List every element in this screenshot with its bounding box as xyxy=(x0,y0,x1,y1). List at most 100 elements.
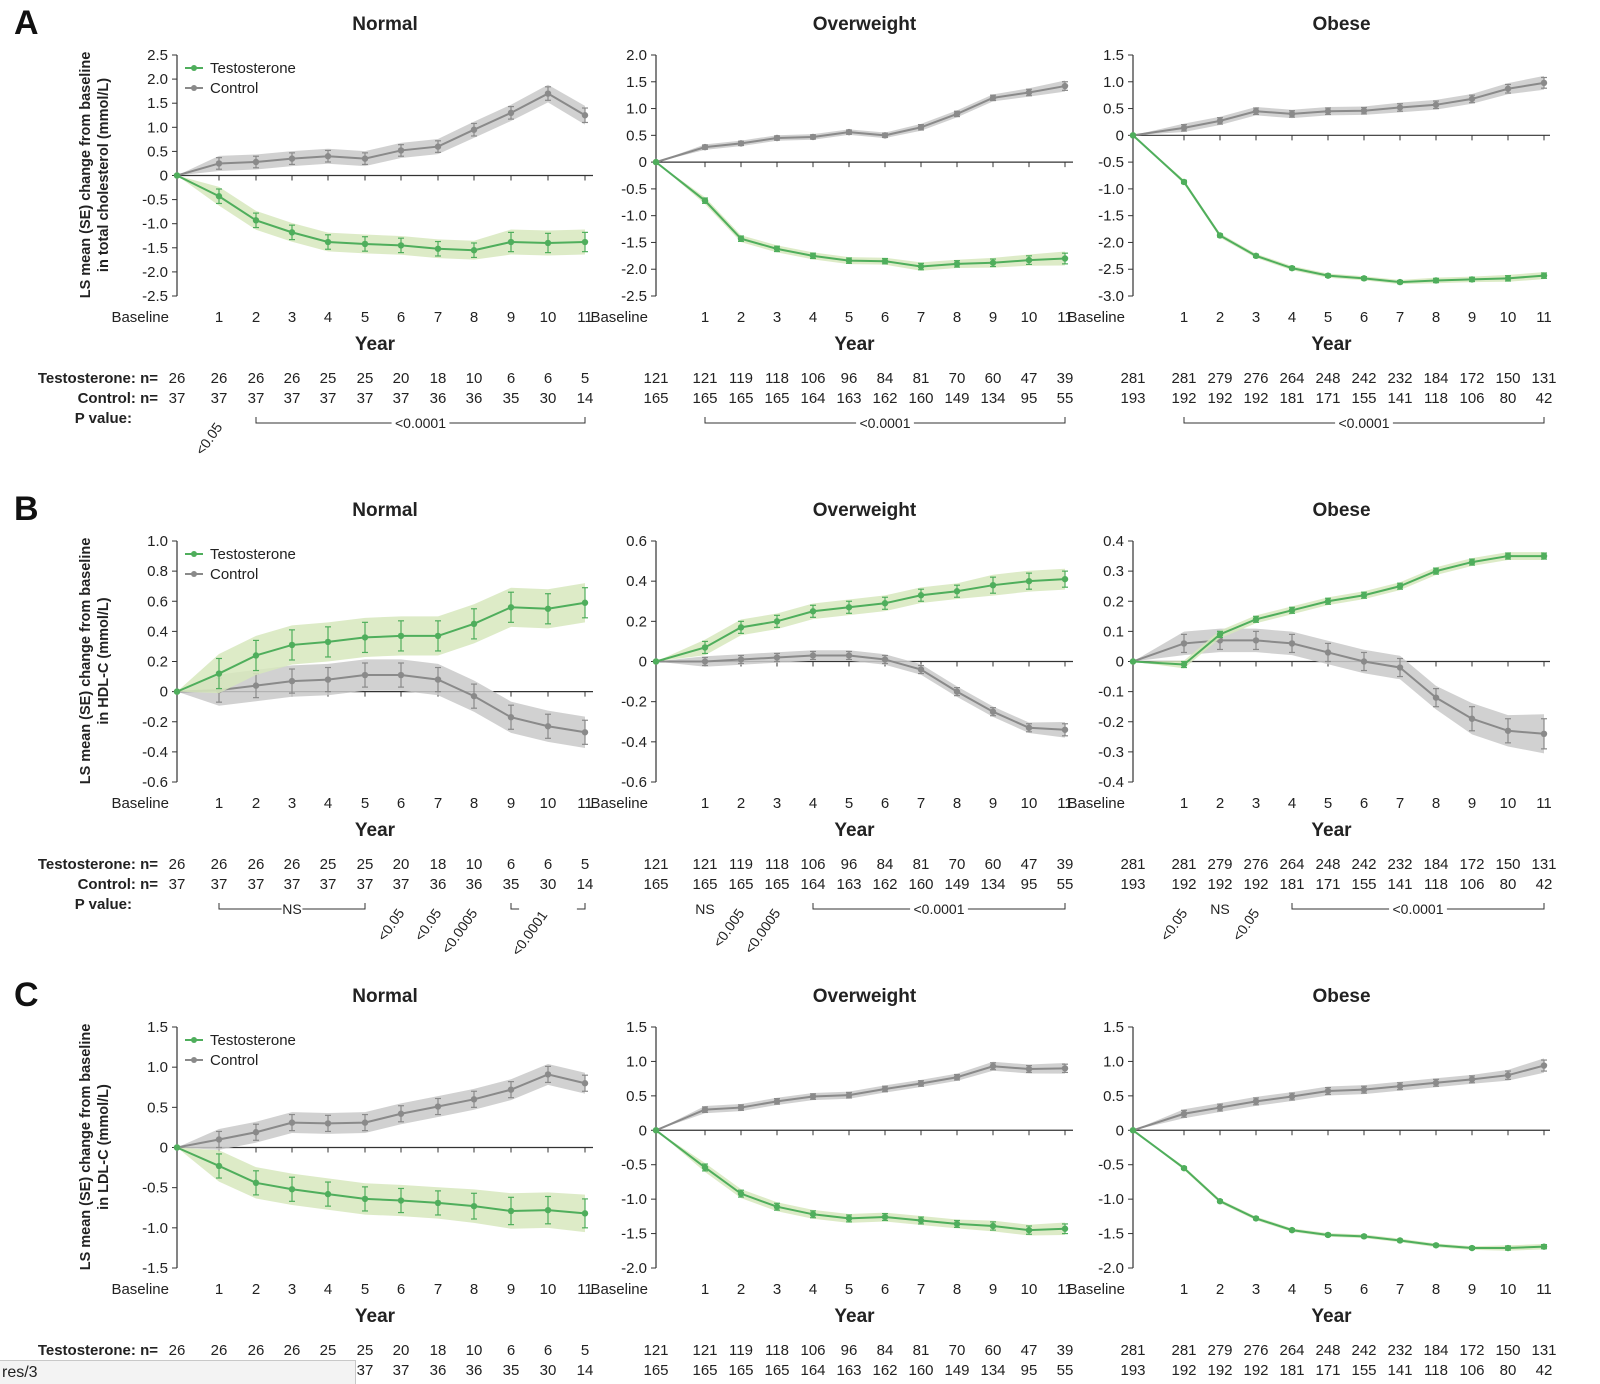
se-band xyxy=(1133,135,1544,285)
x-tick-label: 5 xyxy=(1324,1281,1332,1298)
count-control: 55 xyxy=(1057,390,1074,407)
y-tick-label: -1.0 xyxy=(142,216,168,233)
count-control: 155 xyxy=(1351,390,1376,407)
panel-title: Normal xyxy=(352,500,417,521)
data-point xyxy=(881,1213,889,1221)
count-testosterone: 39 xyxy=(1057,856,1074,873)
y-tick-label: -3.0 xyxy=(1098,288,1124,305)
y-tick-label: 2.0 xyxy=(147,71,168,88)
count-testosterone: 131 xyxy=(1531,856,1556,873)
se-band xyxy=(656,568,1065,662)
data-point xyxy=(1504,727,1512,734)
count-control: 55 xyxy=(1057,876,1074,893)
se-band xyxy=(656,162,1065,271)
data-point xyxy=(1432,277,1440,284)
x-tick-label: 5 xyxy=(845,1281,853,1298)
count-testosterone: 279 xyxy=(1207,856,1232,873)
y-tick-label: 0 xyxy=(1116,654,1124,671)
p-value: <0.0001 xyxy=(395,415,446,431)
y-tick-label: -1.5 xyxy=(1098,1226,1124,1243)
p-value: <0.05 xyxy=(1157,905,1191,943)
panel-title: Obese xyxy=(1312,986,1370,1007)
count-control: 192 xyxy=(1243,876,1268,893)
panel-title: Overweight xyxy=(813,986,917,1007)
x-tick-label: 7 xyxy=(434,1281,442,1298)
p-value: <0.0001 xyxy=(860,415,911,431)
count-control: 55 xyxy=(1057,1362,1074,1379)
count-testosterone: 25 xyxy=(357,1342,374,1359)
series-line xyxy=(1132,555,1544,666)
data-point xyxy=(701,1106,709,1113)
x-tick-label: 7 xyxy=(1396,309,1404,326)
x-tick-label: Baseline xyxy=(111,309,169,326)
data-point xyxy=(1129,658,1137,665)
count-control: 37 xyxy=(320,390,337,407)
data-point xyxy=(507,1207,515,1215)
data-point xyxy=(1252,108,1260,115)
count-control: 37 xyxy=(393,390,410,407)
count-control: 106 xyxy=(1459,390,1484,407)
data-point xyxy=(544,1206,552,1214)
data-point xyxy=(544,90,552,97)
count-control: 192 xyxy=(1171,1362,1196,1379)
x-tick-label: 1 xyxy=(215,795,223,812)
x-tick-label: 4 xyxy=(324,309,332,326)
y-tick-label: 1.0 xyxy=(1103,74,1124,91)
count-testosterone: 60 xyxy=(985,856,1002,873)
data-point xyxy=(1540,552,1548,560)
y-tick-label: 1.0 xyxy=(626,1053,647,1070)
series-control xyxy=(173,659,589,748)
count-control: 36 xyxy=(466,1362,483,1379)
count-control: 37 xyxy=(211,390,228,407)
count-testosterone: 26 xyxy=(169,1342,186,1359)
count-control: 165 xyxy=(643,876,668,893)
data-point xyxy=(1324,649,1332,656)
data-point xyxy=(845,604,853,611)
count-control: 165 xyxy=(764,876,789,893)
count-control: 160 xyxy=(908,390,933,407)
legend-label: Testosterone xyxy=(210,546,296,563)
x-tick-label: 6 xyxy=(1360,795,1368,812)
se-band xyxy=(177,84,585,176)
count-control: 164 xyxy=(800,390,825,407)
data-point xyxy=(361,1195,369,1203)
data-point xyxy=(215,1136,223,1143)
count-control: 80 xyxy=(1500,390,1517,407)
data-point xyxy=(917,124,925,131)
sample-size-table: 26 26 26 26 25 25 20 18 10 6 6 5 37 37 37 37 37 37 37 36 36 3… xyxy=(169,370,594,458)
data-point xyxy=(737,235,745,242)
x-tick-label: 10 xyxy=(1021,795,1038,812)
data-point xyxy=(507,109,515,117)
count-control: 192 xyxy=(1207,390,1232,407)
x-tick-label: 3 xyxy=(773,1281,781,1298)
data-point xyxy=(1129,132,1137,139)
se-band xyxy=(177,1063,585,1150)
series-control xyxy=(652,650,1069,738)
count-testosterone: 26 xyxy=(211,1342,228,1359)
data-point xyxy=(215,160,223,167)
series-line xyxy=(656,654,1066,731)
count-control: 36 xyxy=(466,390,483,407)
data-point xyxy=(324,238,332,246)
row-label-control: Control: n= xyxy=(78,876,159,893)
x-tick-label: Baseline xyxy=(590,309,648,326)
count-control: 35 xyxy=(503,390,520,407)
data-point xyxy=(845,1091,853,1099)
x-tick-label: 8 xyxy=(470,1281,478,1298)
data-point xyxy=(737,1190,745,1197)
x-tick-label: 11 xyxy=(1057,795,1073,812)
count-testosterone: 70 xyxy=(949,370,966,387)
count-control: 162 xyxy=(872,1362,897,1379)
panel-title: Normal xyxy=(352,986,417,1007)
series-line xyxy=(655,1065,1066,1132)
series-line xyxy=(176,1073,586,1149)
data-point xyxy=(881,257,889,265)
x-tick-label: 3 xyxy=(1252,309,1260,326)
status-tab[interactable]: res/3 xyxy=(0,1360,356,1384)
count-control: 37 xyxy=(248,390,265,407)
y-tick-label: 1.5 xyxy=(147,95,168,112)
count-control: 42 xyxy=(1536,1362,1553,1379)
data-point xyxy=(507,604,515,611)
data-point xyxy=(917,1080,925,1087)
y-tick-label: 0.4 xyxy=(1103,533,1124,550)
